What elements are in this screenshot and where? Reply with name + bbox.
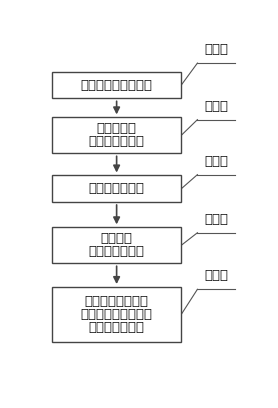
Text: 步骤五: 步骤五	[204, 269, 228, 282]
Text: 有限元模型: 有限元模型	[97, 122, 136, 135]
Bar	[52, 72, 181, 98]
Text: 步骤三: 步骤三	[204, 155, 228, 168]
Bar	[52, 287, 181, 342]
Text: 步骤二: 步骤二	[204, 100, 228, 113]
Text: 步骤一: 步骤一	[204, 43, 228, 56]
Text: 构振动特性的影响: 构振动特性的影响	[85, 295, 149, 308]
Text: 对比分析结果，: 对比分析结果，	[89, 321, 145, 334]
Text: 模态分析: 模态分析	[101, 232, 133, 245]
Bar	[52, 175, 181, 202]
Text: 热应力影响下的: 热应力影响下的	[89, 245, 145, 258]
Bar	[52, 117, 181, 153]
Bar	[52, 227, 181, 264]
Text: 预应力模态分析: 预应力模态分析	[89, 182, 145, 195]
Text: 叶轮结构的三维建模: 叶轮结构的三维建模	[81, 79, 153, 91]
Text: 步骤四: 步骤四	[204, 213, 228, 226]
Text: 建立叶轮结构的: 建立叶轮结构的	[89, 135, 145, 149]
Text: 得出温度场对叶轮结: 得出温度场对叶轮结	[81, 308, 153, 321]
